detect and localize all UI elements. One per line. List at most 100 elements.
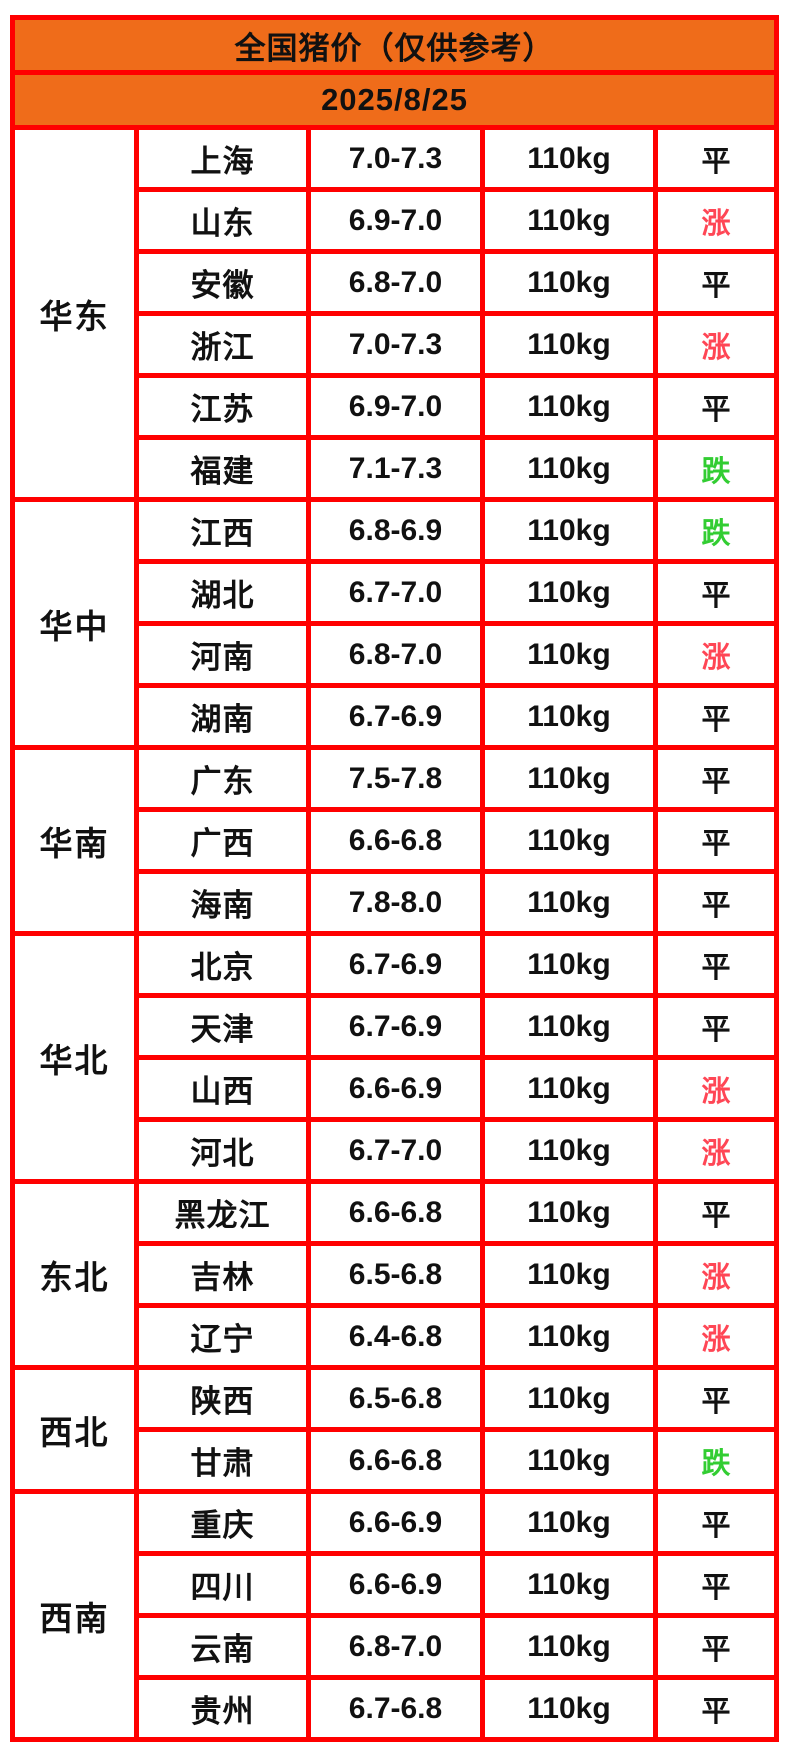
weight-cell: 110kg (480, 373, 658, 440)
table-row: 华南 广东 7.5-7.8 110kg 平 (10, 745, 780, 936)
weight-cell: 110kg (480, 1675, 658, 1742)
weight-cell: 110kg (480, 1241, 658, 1308)
province-cell: 湖北 (134, 559, 311, 626)
weight-cell: 110kg (480, 125, 658, 192)
title-row: 全国猪价（仅供参考） (9, 15, 780, 75)
trend-cell: 平 (652, 1179, 780, 1246)
trend-cell: 平 (652, 807, 780, 874)
table-row: 广西 6.6-6.8 110kg 平 (13, 807, 780, 874)
price-cell: 6.7-7.0 (306, 1117, 485, 1184)
province-cell: 贵州 (134, 1675, 311, 1742)
province-cell: 云南 (134, 1613, 311, 1680)
table-row: 四川 6.6-6.9 110kg 平 (13, 1551, 780, 1618)
table-row: 西南 重庆 6.6-6.9 110kg 平 (10, 1489, 780, 1742)
weight-cell: 110kg (480, 993, 658, 1060)
trend-cell: 平 (652, 1489, 780, 1556)
table-row: 吉林 6.5-6.8 110kg 涨 (13, 1241, 780, 1308)
table-row: 山西 6.6-6.9 110kg 涨 (13, 1055, 780, 1122)
region-cell: 西南 (10, 1489, 139, 1742)
price-cell: 6.7-6.9 (306, 683, 485, 750)
table-row: 福建 7.1-7.3 110kg 跌 (13, 435, 780, 502)
province-cell: 广西 (134, 807, 311, 874)
province-cell: 河南 (134, 621, 311, 688)
table-row: 甘肃 6.6-6.8 110kg 跌 (13, 1427, 780, 1494)
trend-cell: 涨 (652, 1055, 780, 1122)
weight-cell: 110kg (480, 931, 658, 998)
table-row: 东北 黑龙江 6.6-6.8 110kg 平 (10, 1179, 780, 1370)
region-cell: 东北 (10, 1179, 139, 1370)
weight-cell: 110kg (480, 249, 658, 316)
price-cell: 6.7-6.9 (306, 931, 485, 998)
trend-cell: 跌 (652, 435, 780, 502)
table-row: 河南 6.8-7.0 110kg 涨 (13, 621, 780, 688)
weight-cell: 110kg (480, 683, 658, 750)
table-row: 湖南 6.7-6.9 110kg 平 (13, 683, 780, 750)
weight-cell: 110kg (480, 869, 658, 936)
trend-cell: 涨 (652, 1241, 780, 1308)
trend-cell: 平 (652, 1675, 780, 1742)
province-cell: 北京 (134, 931, 311, 998)
weight-cell: 110kg (480, 435, 658, 502)
price-cell: 6.5-6.8 (306, 1241, 485, 1308)
weight-cell: 110kg (480, 1303, 658, 1370)
weight-cell: 110kg (480, 497, 658, 564)
price-cell: 7.1-7.3 (306, 435, 485, 502)
province-cell: 河北 (134, 1117, 311, 1184)
region-cell: 华中 (10, 497, 139, 750)
trend-cell: 涨 (652, 187, 780, 254)
table-row: 天津 6.7-6.9 110kg 平 (13, 993, 780, 1060)
trend-cell: 平 (652, 869, 780, 936)
table-row: 海南 7.8-8.0 110kg 平 (13, 869, 780, 936)
trend-cell: 平 (652, 1551, 780, 1618)
province-cell: 山西 (134, 1055, 311, 1122)
trend-cell: 平 (652, 125, 780, 192)
region-cell: 华东 (10, 125, 139, 502)
price-cell: 7.0-7.3 (306, 311, 485, 378)
weight-cell: 110kg (480, 1117, 658, 1184)
province-cell: 广东 (134, 745, 311, 812)
trend-cell: 平 (652, 993, 780, 1060)
price-cell: 7.0-7.3 (306, 125, 485, 192)
province-cell: 江苏 (134, 373, 311, 440)
weight-cell: 110kg (480, 1551, 658, 1618)
price-cell: 6.6-6.8 (306, 1179, 485, 1246)
province-cell: 浙江 (134, 311, 311, 378)
price-cell: 6.8-6.9 (306, 497, 485, 564)
province-cell: 江西 (134, 497, 311, 564)
table-row: 河北 6.7-7.0 110kg 涨 (13, 1117, 780, 1184)
province-cell: 安徽 (134, 249, 311, 316)
price-cell: 6.7-6.8 (306, 1675, 485, 1742)
price-cell: 6.6-6.9 (306, 1551, 485, 1618)
trend-cell: 平 (652, 373, 780, 440)
province-cell: 黑龙江 (134, 1179, 311, 1246)
weight-cell: 110kg (480, 1489, 658, 1556)
table-row: 浙江 7.0-7.3 110kg 涨 (13, 311, 780, 378)
table-row: 安徽 6.8-7.0 110kg 平 (13, 249, 780, 316)
pig-price-table: 全国猪价（仅供参考） 2025/8/25 华东 上海 7.0-7.3 110kg 平山东… (9, 15, 780, 1742)
province-cell: 福建 (134, 435, 311, 502)
weight-cell: 110kg (480, 559, 658, 626)
table-row: 山东 6.9-7.0 110kg 涨 (13, 187, 780, 254)
region-cell: 西北 (10, 1365, 139, 1494)
province-cell: 海南 (134, 869, 311, 936)
price-cell: 6.9-7.0 (306, 187, 485, 254)
pig-price-table-container: 全国猪价（仅供参考） 2025/8/25 华东 上海 7.0-7.3 110kg 平山东… (9, 15, 780, 1742)
price-cell: 6.8-7.0 (306, 249, 485, 316)
price-cell: 6.6-6.8 (306, 807, 485, 874)
province-cell: 吉林 (134, 1241, 311, 1308)
table-row: 华中 江西 6.8-6.9 110kg 跌 (10, 497, 780, 750)
page-title: 全国猪价（仅供参考） (9, 15, 780, 75)
trend-cell: 跌 (652, 497, 780, 564)
trend-cell: 跌 (652, 1427, 780, 1494)
province-cell: 重庆 (134, 1489, 311, 1556)
price-table-body: 全国猪价（仅供参考） 2025/8/25 华东 上海 7.0-7.3 110kg 平山东… (9, 15, 780, 1742)
weight-cell: 110kg (480, 1055, 658, 1122)
weight-cell: 110kg (480, 187, 658, 254)
weight-cell: 110kg (480, 311, 658, 378)
table-row: 湖北 6.7-7.0 110kg 平 (13, 559, 780, 626)
price-cell: 7.5-7.8 (306, 745, 485, 812)
weight-cell: 110kg (480, 745, 658, 812)
province-cell: 湖南 (134, 683, 311, 750)
price-cell: 6.5-6.8 (306, 1365, 485, 1432)
trend-cell: 平 (652, 683, 780, 750)
